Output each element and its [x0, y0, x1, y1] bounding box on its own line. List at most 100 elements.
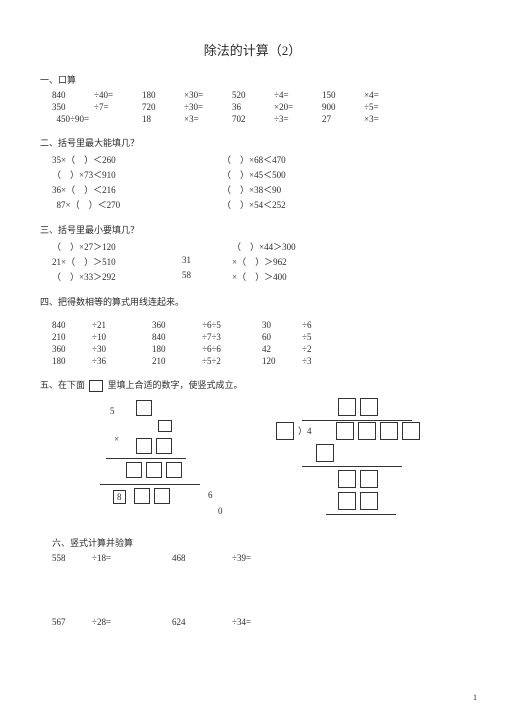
mult-sign: ×: [114, 434, 119, 444]
s1-row: 840 ÷40= 180 ×30= 520 ÷4= 150 ×4=: [52, 90, 465, 100]
box: [158, 420, 172, 432]
box: [338, 398, 356, 416]
cell: （ ）×54＜252: [222, 198, 286, 211]
s1-row: 450÷90= 18 ×3= 702 ÷3= 27 ×3=: [52, 114, 465, 124]
cell: ÷7÷3: [202, 332, 262, 342]
cell: ÷2: [302, 344, 311, 354]
cell: 36×（ ）＜216: [52, 183, 222, 196]
box: [136, 438, 152, 454]
cell: ÷36: [92, 356, 152, 366]
rule-line: [106, 458, 186, 459]
box: [166, 462, 182, 478]
s5-post: 里填上合适的数字，使竖式成立。: [108, 380, 243, 390]
cell: 31: [182, 255, 232, 268]
inline-box-icon: [89, 380, 103, 392]
box: [276, 422, 294, 440]
cell: 180: [142, 90, 184, 100]
cell: ×（ ）＞400: [232, 270, 287, 283]
digit-8: 8: [113, 490, 126, 504]
rule-line: [302, 466, 402, 467]
rule-line: [326, 514, 396, 515]
cell: 720: [142, 102, 184, 112]
cell: ×20=: [274, 102, 322, 112]
cell: 18: [142, 114, 184, 124]
cell: ÷6÷6: [202, 344, 262, 354]
cell: 30: [262, 320, 302, 330]
cell: 520: [232, 90, 274, 100]
cell: 87×（ ）＜270: [52, 198, 222, 211]
s3-row: （ ）×33＞292 58 ×（ ）＞400: [52, 270, 465, 283]
cell: ÷5=: [364, 102, 412, 112]
cell: （ ）×68＜470: [222, 153, 286, 166]
box: [134, 488, 150, 504]
box: [402, 422, 420, 440]
cell: 180: [52, 356, 92, 366]
s4-row: 840 ÷21 360 ÷6÷5 30 ÷6: [52, 320, 465, 330]
cell: 180: [152, 344, 202, 354]
cell: 450÷90=: [52, 114, 142, 124]
s6-row: 567 ÷28= 624 ÷34=: [52, 617, 465, 627]
cell: ÷28=: [92, 617, 172, 627]
cell: 360: [152, 320, 202, 330]
cell: （ ）×45＜500: [222, 168, 286, 181]
cell: 350: [52, 102, 94, 112]
cell: （ ）×38＜90: [222, 183, 281, 196]
box: [126, 462, 142, 478]
vertical-problems: 5 × 8 6 0 ）4: [40, 398, 465, 528]
s3-row: 21×（ ）＞510 31 ×（ ）＞962: [52, 255, 465, 268]
rule-line: [302, 420, 412, 421]
digit-6: 6: [208, 490, 213, 500]
s1-row: 350 ÷7= 720 ÷30= 36 ×20= 900 ÷5=: [52, 102, 465, 112]
cell: ×3=: [364, 114, 412, 124]
cell: ×30=: [184, 90, 232, 100]
cell: ÷18=: [92, 553, 172, 563]
cell: 210: [152, 356, 202, 366]
cell: [182, 240, 232, 253]
page-title: 除法的计算（2）: [40, 40, 465, 59]
cell: 60: [262, 332, 302, 342]
cell: 42: [262, 344, 302, 354]
cell: 150: [322, 90, 364, 100]
cell: 558: [52, 553, 92, 563]
cell: 210: [52, 332, 92, 342]
s5-pre: 五、在下面: [40, 380, 85, 390]
rule-line: [100, 484, 200, 485]
cell: 35×（ ）＜260: [52, 153, 222, 166]
s6-row: 558 ÷18= 468 ÷39=: [52, 553, 465, 563]
box: [146, 462, 162, 478]
cell: 21×（ ）＞510: [52, 255, 182, 268]
s4-row: 360 ÷30 180 ÷6÷6 42 ÷2: [52, 344, 465, 354]
cell: ÷7=: [94, 102, 142, 112]
section4-head: 四、把得数相等的算式用线连起来。: [40, 295, 465, 308]
box: [154, 488, 170, 504]
box: [338, 492, 356, 510]
box: [360, 398, 378, 416]
cell: ÷30=: [184, 102, 232, 112]
cell: ÷10: [92, 332, 152, 342]
cell: （ ）×33＞292: [52, 270, 182, 283]
s4-row: 180 ÷36 210 ÷5÷2 120 ÷3: [52, 356, 465, 366]
box: [136, 400, 152, 416]
cell: ÷34=: [232, 617, 251, 627]
s3-row: （ ）×27＞120 （ ）×44＞300: [52, 240, 465, 253]
cell: ÷30: [92, 344, 152, 354]
box: [360, 492, 378, 510]
cell: 624: [172, 617, 232, 627]
digit-0: 0: [218, 506, 223, 516]
cell: 702: [232, 114, 274, 124]
cell: ×3=: [184, 114, 232, 124]
cell: ÷40=: [94, 90, 142, 100]
cell: ÷39=: [232, 553, 251, 563]
section3-head: 三、括号里最小要填几？: [40, 223, 465, 236]
cell: ÷3: [302, 356, 311, 366]
cell: 27: [322, 114, 364, 124]
cell: ÷6: [302, 320, 311, 330]
cell: ÷3=: [274, 114, 322, 124]
cell: 840: [52, 320, 92, 330]
box: [336, 422, 354, 440]
section1-head: 一、口算: [40, 73, 465, 86]
s2-row: 35×（ ）＜260 （ ）×68＜470: [52, 153, 465, 166]
digit-5: 5: [110, 406, 115, 416]
cell: 36: [232, 102, 274, 112]
cell: ×（ ）＞962: [232, 255, 287, 268]
